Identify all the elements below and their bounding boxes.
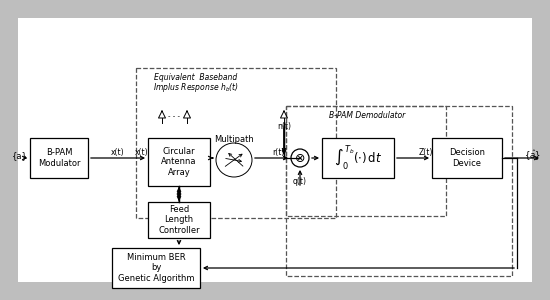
Text: B-PAM Demodulator: B-PAM Demodulator — [329, 110, 405, 119]
Text: q(t): q(t) — [293, 178, 307, 187]
Ellipse shape — [216, 143, 252, 177]
Bar — [148, 202, 210, 238]
Circle shape — [291, 149, 309, 167]
Text: Multipath: Multipath — [214, 136, 254, 145]
Text: Z(t): Z(t) — [419, 148, 433, 158]
Text: Minimum BER
by
Genetic Algorithm: Minimum BER by Genetic Algorithm — [118, 253, 194, 283]
Bar — [30, 138, 88, 178]
Text: n(t): n(t) — [277, 122, 291, 130]
Text: Equivalent  Baseband: Equivalent Baseband — [155, 74, 238, 82]
Bar — [322, 138, 394, 178]
Text: Circular
Antenna
Array: Circular Antenna Array — [161, 147, 197, 177]
Text: $\otimes$: $\otimes$ — [294, 152, 306, 164]
Text: r(t): r(t) — [272, 148, 284, 158]
Bar — [286, 106, 512, 276]
Bar — [18, 18, 532, 282]
Text: Implus Response $h_b$(t): Implus Response $h_b$(t) — [153, 82, 239, 94]
Text: x(t): x(t) — [135, 148, 149, 158]
Text: x(t): x(t) — [111, 148, 125, 158]
Text: $\int_0^{T_b}(\cdot)\,\mathrm{d}t$: $\int_0^{T_b}(\cdot)\,\mathrm{d}t$ — [334, 144, 382, 172]
Text: {a}: {a} — [12, 152, 28, 160]
Bar — [432, 138, 502, 178]
Bar — [286, 106, 446, 216]
Bar — [112, 248, 200, 288]
Text: Feed
Length
Controller: Feed Length Controller — [158, 205, 200, 235]
Text: - - -: - - - — [168, 113, 180, 119]
Bar — [136, 68, 336, 218]
Text: Decision
Device: Decision Device — [449, 148, 485, 168]
Text: {$\hat{a}$}: {$\hat{a}$} — [524, 149, 541, 163]
Bar — [148, 138, 210, 186]
Text: B-PAM
Modulator: B-PAM Modulator — [38, 148, 80, 168]
